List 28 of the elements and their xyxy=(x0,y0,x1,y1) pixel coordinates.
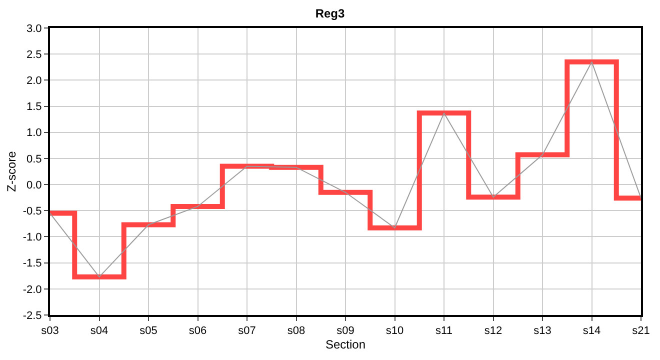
x-tick-label: s21 xyxy=(632,325,650,338)
y-tick-label: -0.5 xyxy=(22,205,42,218)
x-axis-title: Section xyxy=(325,338,366,352)
x-tick-label: s08 xyxy=(287,325,306,338)
y-tick-label: 0.0 xyxy=(26,179,42,192)
y-tick-label: 1.0 xyxy=(26,127,42,140)
x-tick-label: s12 xyxy=(484,325,502,338)
x-tick-label: s05 xyxy=(140,325,158,338)
x-tick-label: s07 xyxy=(238,325,256,338)
x-tick-label: s14 xyxy=(582,325,601,338)
x-tick-label: s11 xyxy=(436,325,452,338)
x-tick-label: s09 xyxy=(336,325,354,338)
y-tick-label: 2.5 xyxy=(26,48,42,61)
y-axis-title: Z-score xyxy=(4,150,19,192)
y-tick-label: 2.0 xyxy=(26,75,42,88)
x-tick-label: s06 xyxy=(188,325,207,338)
x-tick-label: s13 xyxy=(534,325,552,338)
x-tick-label: s03 xyxy=(41,325,59,338)
y-tick-label: 3.0 xyxy=(26,22,42,35)
y-tick-label: 1.5 xyxy=(26,101,42,114)
y-tick-label: 0.5 xyxy=(26,153,42,166)
chart-title: Reg3 xyxy=(315,6,345,20)
y-tick-label: -1.0 xyxy=(22,232,42,244)
y-tick-label: -2.0 xyxy=(22,284,42,296)
y-tick-label: -2.5 xyxy=(22,310,42,322)
x-tick-label: s10 xyxy=(386,325,404,338)
x-tick-label: s04 xyxy=(90,325,108,338)
y-tick-label: -1.5 xyxy=(22,258,42,270)
